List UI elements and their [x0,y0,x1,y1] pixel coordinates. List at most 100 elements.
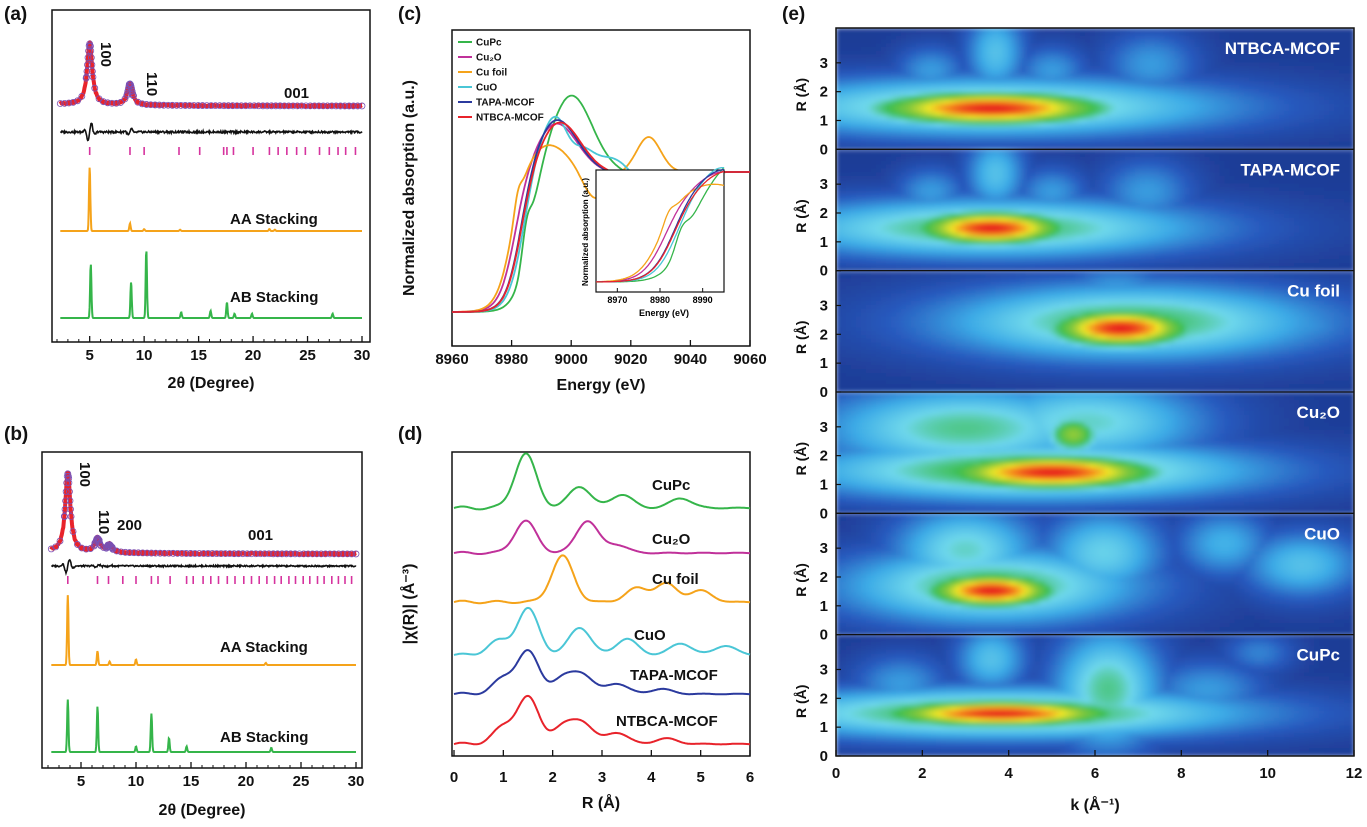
wt-cell [901,70,907,74]
wt-cell [976,66,982,70]
wt-cell [1314,62,1320,66]
wt-cell [1210,100,1216,104]
wt-cell [1040,70,1046,74]
wt-cell [941,55,947,59]
wt-cell [1120,36,1126,40]
wt-cell [836,74,842,78]
wt-cell [971,36,977,40]
wt-cell [1040,104,1046,108]
wt-cell [936,43,942,47]
wt-cell [990,51,996,55]
wt-cell [1200,55,1206,59]
wt-cell [1170,62,1176,66]
wt-cell [1105,85,1111,89]
wt-cell [1105,43,1111,47]
wt-cell [961,81,967,85]
wt-cell [1045,96,1051,100]
wt-cell [1150,43,1156,47]
wt-cell [1344,81,1350,85]
wt-cell [1070,51,1076,55]
wt-cell [916,104,922,108]
wt-cell [846,62,852,66]
wt-cell [1279,81,1285,85]
wt-cell [1005,104,1011,108]
wt-cell [891,89,897,93]
wt-cell [1259,32,1265,36]
wt-cell [951,100,957,104]
wt-cell [1120,58,1126,62]
wt-cell [1344,66,1350,70]
wt-cell [1075,104,1081,108]
wt-cell [1020,66,1026,70]
wt-cell [956,104,962,108]
wt-cell [846,55,852,59]
wt-cell [1190,43,1196,47]
wt-cell [896,85,902,89]
wt-cell [841,89,847,93]
wt-cell [1135,39,1141,43]
wt-cell [1215,96,1221,100]
wt-cell [1135,66,1141,70]
wt-cell [1140,66,1146,70]
wt-cell [946,96,952,100]
wt-cell [1010,32,1016,36]
x-tick-label: 8980 [495,351,528,368]
wt-cell [941,96,947,100]
wt-cell [1175,66,1181,70]
wt-cell [1200,43,1206,47]
wt-cell [1180,43,1186,47]
wt-cell [851,70,857,74]
wt-cell [1125,81,1131,85]
wt-cell [881,51,887,55]
wt-cell [1040,81,1046,85]
wt-cell [1085,104,1091,108]
wt-cell [881,55,887,59]
wt-cell [1005,70,1011,74]
wt-cell [1040,85,1046,89]
wt-cell [1175,96,1181,100]
wt-cell [1005,58,1011,62]
wt-cell [1140,77,1146,81]
wt-cell [951,74,957,78]
wt-cell [1319,81,1325,85]
wt-cell [911,51,917,55]
wt-cell [1140,32,1146,36]
wt-cell [961,77,967,81]
wt-cell [1269,96,1275,100]
wt-cell [1035,36,1041,40]
wt-cell [1005,74,1011,78]
wt-cell [971,43,977,47]
wt-cell [1180,32,1186,36]
wt-cell [1050,32,1056,36]
wt-cell [836,55,842,59]
wt-cell [1070,32,1076,36]
wt-cell [876,51,882,55]
wt-cell [1030,51,1036,55]
wt-cell [1180,55,1186,59]
wt-cell [1025,96,1031,100]
wt-cell [1015,70,1021,74]
wt-cell [876,70,882,74]
wt-cell [1309,81,1315,85]
wt-cell [1025,85,1031,89]
wt-cell [1135,36,1141,40]
wt-cell [1110,36,1116,40]
wt-cell [921,58,927,62]
wt-cell [976,32,982,36]
wt-cell [851,58,857,62]
wt-cell [931,39,937,43]
wt-cell [1145,58,1151,62]
wt-cell [961,51,967,55]
wt-cell [1025,100,1031,104]
wt-cell [901,85,907,89]
wt-cell [990,58,996,62]
wt-cell [856,62,862,66]
wt-cell [980,39,986,43]
wt-cell [1050,62,1056,66]
wt-cell [1055,100,1061,104]
wt-cell [966,58,972,62]
wt-cell [1324,62,1330,66]
wt-cell [856,89,862,93]
wt-cell [896,36,902,40]
wt-cell [1015,74,1021,78]
